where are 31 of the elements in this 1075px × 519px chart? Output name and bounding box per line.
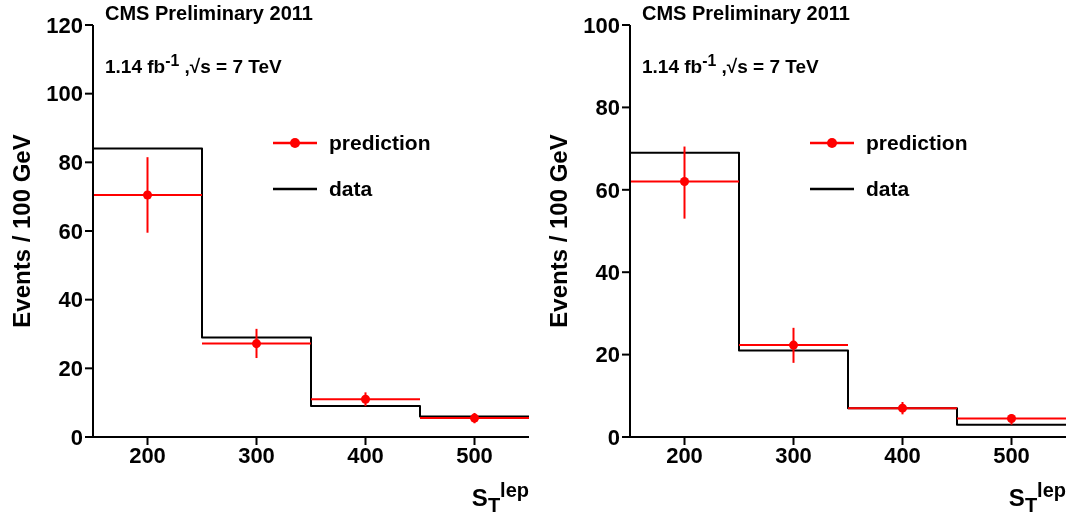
y-tick-label: 120 [46,12,83,38]
chart-title: CMS Preliminary 2011 [105,2,313,25]
legend-label: data [329,177,373,201]
chart-title: CMS Preliminary 2011 [642,2,850,25]
y-tick-label: 0 [607,424,620,450]
annotation: 1.14 fb$^{-1}$ ,√s = 7 TeV [105,52,282,79]
x-tick-label: 300 [775,442,812,468]
legend-label: prediction [329,131,431,155]
x-tick-label: 400 [347,442,384,468]
y-tick-label: 20 [58,356,83,382]
y-tick-label: 40 [58,287,83,313]
y-tick-label: 0 [70,424,83,450]
x-tick-label: 200 [666,442,703,468]
x-tick-label: 500 [993,442,1030,468]
legend-label: prediction [866,131,968,155]
y-tick-label: 100 [46,81,83,107]
x-tick-label: 300 [238,442,275,468]
y-tick-label: 100 [583,12,620,38]
legend-label: data [866,177,910,201]
y-tick-label: 40 [595,260,620,286]
y-tick-label: 60 [595,177,620,203]
y-tick-label: 80 [58,150,83,176]
y-tick-label: 80 [595,95,620,121]
y-axis-title: Events / 100 GeV [545,134,573,328]
y-axis-title: Events / 100 GeV [8,134,36,328]
y-tick-label: 60 [58,218,83,244]
x-tick-label: 500 [456,442,493,468]
annotation: 1.14 fb$^{-1}$ ,√s = 7 TeV [642,52,819,79]
y-tick-label: 20 [595,342,620,368]
x-tick-label: 200 [129,442,166,468]
x-tick-label: 400 [884,442,921,468]
